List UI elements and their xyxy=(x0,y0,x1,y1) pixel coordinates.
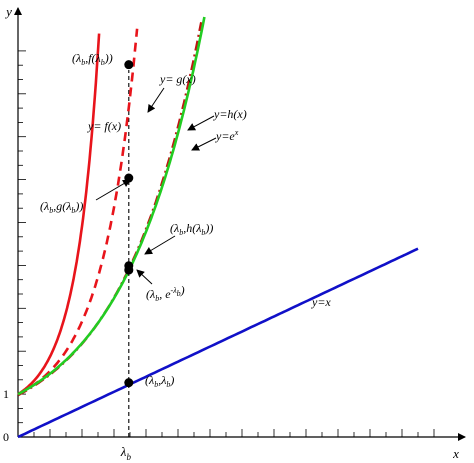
labels-group: x y 0 1 λb y= f(x) y= g(x) y=h(x) y=ex y=x (λb,f(λ… xyxy=(3,4,459,462)
axes xyxy=(18,8,465,437)
arrow-h xyxy=(188,116,214,130)
label-y-h: y=h(x) xyxy=(213,107,247,121)
f-point xyxy=(124,60,133,69)
arrow-e xyxy=(192,138,216,150)
arrow-point-h xyxy=(145,236,175,254)
point-label-g: (λb,g(λb)) xyxy=(40,199,83,215)
label-y-e: y=ex xyxy=(215,128,239,143)
x-axis-label: x xyxy=(452,446,459,461)
arrow-point-g xyxy=(96,180,130,200)
y-tick-label-0: 0 xyxy=(3,430,9,444)
series-group xyxy=(18,17,418,437)
series-line-f xyxy=(18,34,99,395)
point-label-h: (λb,h(λb)) xyxy=(170,221,213,237)
y-tick-label-1: 1 xyxy=(3,387,9,401)
label-y-x: y=x xyxy=(311,295,331,309)
label-y-f: y= f(x) xyxy=(87,119,121,133)
y-axis-label: y xyxy=(4,4,12,19)
label-y-g: y= g(x) xyxy=(159,72,196,86)
series-line-lin xyxy=(18,249,418,437)
point-label-x: (λb,λb) xyxy=(145,373,174,389)
point-label-e: (λb, e-λb) xyxy=(146,283,185,303)
x-tick-label-lambda-b: λb xyxy=(120,444,132,462)
e-point xyxy=(124,266,133,275)
x-point xyxy=(124,378,133,387)
arrow-point-e xyxy=(137,270,152,284)
arrow-g xyxy=(148,88,164,112)
point-label-f: (λb,f(λb)) xyxy=(72,51,113,67)
